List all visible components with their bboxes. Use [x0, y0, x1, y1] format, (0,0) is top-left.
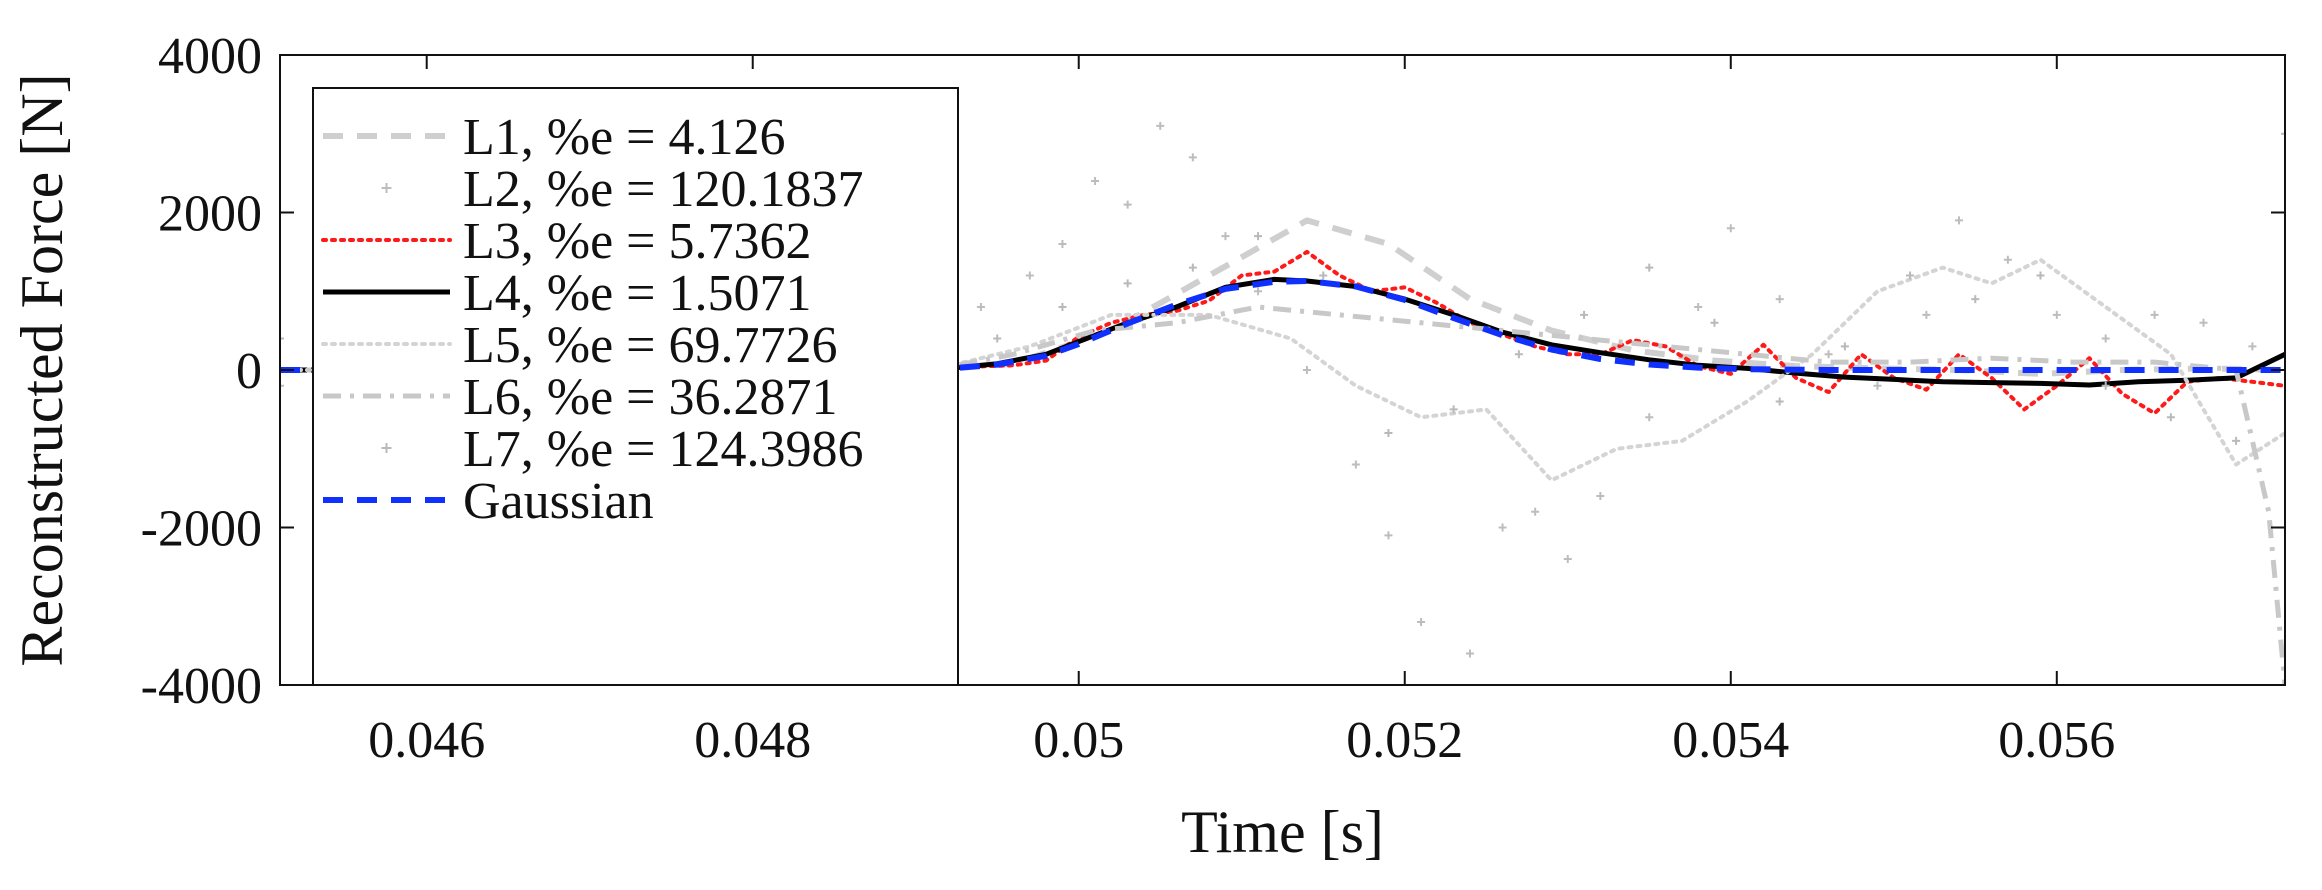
series-2-marker: [1221, 232, 1230, 241]
series-7-marker: [1971, 295, 1980, 304]
x-tick-label: 0.052: [1346, 712, 1463, 769]
series-2-marker: [1465, 649, 1474, 658]
series-7-marker: [1188, 263, 1197, 272]
series-2-marker: [1645, 413, 1654, 422]
x-tick-label: 0.048: [694, 712, 811, 769]
series-2-marker: [2101, 334, 2110, 343]
series-2-marker: [1694, 303, 1703, 311]
y-tick-label: 4000: [158, 28, 262, 85]
series-2-marker: [1302, 366, 1311, 374]
series-7-marker: [1123, 279, 1132, 288]
series-2-marker: [1531, 507, 1540, 516]
series-7-marker: [2166, 413, 2175, 422]
x-axis-label: Time [s]: [1181, 799, 1384, 865]
series-2-marker: [1091, 177, 1100, 185]
series-2-marker: [1775, 295, 1784, 304]
series-2-marker: [1954, 216, 1963, 225]
series-2-marker: [1025, 271, 1034, 280]
x-tick-label: 0.054: [1672, 712, 1789, 769]
legend-label-7: L7, %e = 124.3986: [463, 421, 864, 478]
series-7-marker: [2101, 381, 2110, 390]
x-tick-label: 0.05: [1033, 712, 1124, 769]
series-7-marker: [1254, 232, 1263, 241]
series-2-marker: [1123, 200, 1132, 209]
series-7-marker: [1645, 263, 1654, 272]
series-7-marker: [2281, 129, 2285, 138]
legend-label-4: L4, %e = 1.5071: [463, 265, 812, 322]
series-2-marker: [1824, 350, 1833, 359]
axes-group: 0.046 0.048 0.05 0.052 0.054 0.056 4000 2000 0 -2…: [9, 28, 2286, 865]
series-group: [280, 12, 2289, 697]
legend-sample-7: [381, 443, 392, 453]
series-2-marker: [2150, 310, 2159, 319]
series-7-marker: [1319, 271, 1328, 280]
series-2-marker: [976, 303, 985, 311]
x-tick-label: 0.056: [1998, 712, 2115, 769]
series-2-marker: [1498, 523, 1507, 532]
series-2-marker: [2052, 310, 2061, 319]
series-6-group: [280, 304, 2285, 685]
legend-label-8: Gaussian: [463, 473, 654, 530]
series-2-marker: [2281, 12, 2289, 20]
legend-label-1: L1, %e = 4.126: [463, 109, 786, 166]
series-8-line: [280, 278, 2285, 373]
series-2-marker: [1433, 689, 1441, 697]
series-2-marker: [2199, 318, 2208, 327]
series-7-marker: [1840, 342, 1849, 351]
y-tick-label: 2000: [158, 186, 262, 243]
series-2-marker: [1922, 310, 1931, 319]
series-7-marker: [1906, 271, 1915, 280]
series-2-marker: [1351, 460, 1360, 469]
series-2-marker: [1156, 121, 1165, 130]
legend-label-2: L2, %e = 120.1837: [463, 161, 864, 218]
legend-label-3: L3, %e = 5.7362: [463, 213, 812, 270]
series-8-group: [280, 278, 2285, 373]
series-2-marker: [2003, 255, 2012, 264]
series-6-line: [280, 304, 2285, 685]
series-7-marker: [1710, 318, 1719, 327]
series-2-marker: [1873, 381, 1882, 390]
series-2-marker: [280, 381, 284, 390]
series-2-marker: [1058, 240, 1067, 248]
y-tick-label: 0: [236, 343, 262, 400]
series-7-marker: [1514, 350, 1523, 359]
series-2-marker: [1188, 153, 1197, 162]
series-2-marker: [1417, 618, 1426, 626]
series-7-marker: [1580, 310, 1589, 319]
series-5-group: [280, 257, 2285, 483]
legend-label-5: L5, %e = 69.7726: [463, 317, 838, 374]
series-5-line: [280, 257, 2285, 483]
series-7-marker: [1384, 429, 1393, 437]
legend-box: [312, 87, 959, 686]
series-7-marker: [993, 334, 1002, 343]
y-axis-label: Reconstructed Force [N]: [9, 73, 75, 666]
series-7-marker: [2232, 436, 2241, 445]
x-tick-label: 0.046: [368, 712, 485, 769]
series-2-marker: [1384, 531, 1393, 540]
series-7-marker: [280, 334, 284, 343]
legend-sample-2: [381, 183, 392, 193]
series-7-marker: [1058, 303, 1067, 311]
series-2-marker: [2248, 342, 2257, 351]
series-7-marker: [1449, 405, 1458, 414]
series-2-marker: [1563, 555, 1572, 563]
y-tick-label: -2000: [141, 501, 262, 558]
y-tick-label: -4000: [141, 658, 262, 715]
series-7-marker: [2036, 271, 2045, 280]
series-2-marker: [1596, 492, 1605, 500]
series-7-marker: [1775, 397, 1784, 406]
series-2-marker: [1726, 224, 1735, 233]
series-2-marker: [1254, 287, 1263, 296]
legend-label-6: L6, %e = 36.2871: [463, 369, 838, 426]
